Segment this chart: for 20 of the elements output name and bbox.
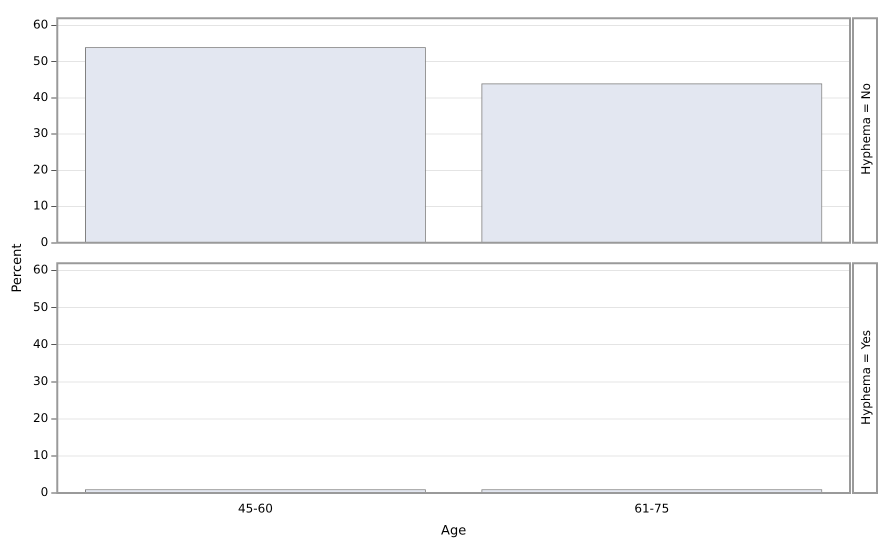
x-tick-label: 45-60 [238,501,273,516]
y-tick-label: 20 [32,162,48,176]
text: Hyphema = Yes [859,330,873,425]
y-tick-label: 60 [32,262,48,277]
y-tick-label: 50 [32,54,48,68]
y-tick-label: 0 [40,234,48,249]
y-tick-label: 40 [32,90,48,104]
y-axis-title: Percent [10,244,25,292]
x-axis-title: Age [441,524,466,539]
y-tick-label: 10 [32,198,48,213]
y-tick-label: 60 [32,18,48,32]
y-tick-label: 30 [32,374,48,388]
y-tick-label: 20 [32,410,48,425]
y-tick-label: 50 [32,300,48,314]
y-tick-label: 10 [32,448,48,462]
y-tick-label: 30 [32,126,48,140]
x-tick-label: 61-75 [634,501,670,516]
text: Hyphema = No [859,82,873,174]
y-tick-label: 0 [40,485,48,500]
y-tick-label: 40 [32,336,48,351]
